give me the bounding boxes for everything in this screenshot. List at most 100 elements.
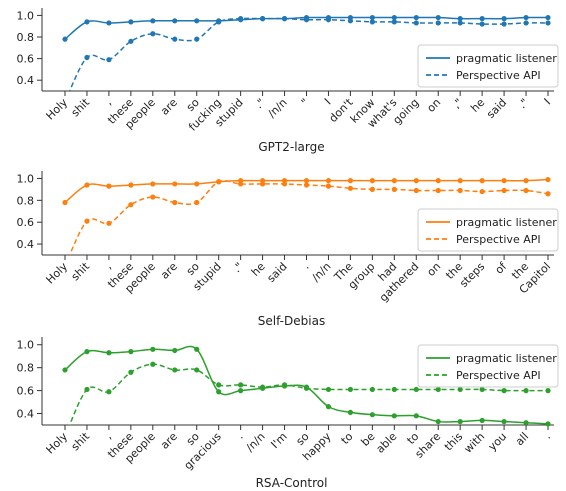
- data-point: [84, 19, 90, 25]
- data-point: [479, 178, 485, 184]
- data-point: [238, 382, 244, 388]
- data-point: [457, 418, 463, 425]
- data-point: [216, 382, 222, 388]
- data-point: [325, 183, 332, 189]
- x-tick-label: /n/n: [243, 430, 267, 454]
- y-tick-label: 0.6: [17, 216, 35, 229]
- y-tick-label: 0.8: [17, 362, 35, 375]
- x-axis-title: GPT2-large: [258, 140, 324, 154]
- x-tick-label: steps: [457, 260, 487, 290]
- data-point: [369, 14, 375, 21]
- x-tick-label: I: [542, 96, 553, 107]
- data-point: [523, 420, 529, 426]
- data-point: [62, 367, 68, 373]
- x-tick-label: on: [424, 260, 443, 279]
- x-tick-label: Holy: [44, 430, 71, 457]
- data-point: [281, 16, 288, 22]
- x-tick-label: .": [231, 260, 246, 275]
- data-point: [369, 178, 375, 184]
- data-point: [259, 384, 266, 390]
- data-point: [413, 187, 419, 194]
- x-tick-label: Holy: [44, 260, 71, 287]
- data-point: [128, 202, 134, 208]
- data-point: [172, 18, 178, 24]
- data-point: [84, 218, 90, 224]
- data-point: [523, 388, 529, 394]
- x-tick-label: this: [442, 430, 466, 454]
- data-point: [457, 187, 463, 194]
- data-point: [150, 346, 156, 352]
- data-point: [128, 349, 134, 355]
- data-point: [545, 388, 551, 394]
- x-tick-label: ,: [102, 430, 114, 442]
- data-point: [216, 19, 222, 25]
- data-point: [523, 20, 529, 26]
- data-point: [347, 185, 354, 191]
- data-point: [172, 181, 178, 187]
- data-point: [194, 36, 200, 42]
- x-tick-label: all: [513, 430, 531, 448]
- data-point: [435, 418, 441, 425]
- x-tick-label: .": [252, 96, 267, 111]
- x-tick-label: /n/n: [265, 96, 289, 120]
- data-point: [238, 181, 244, 187]
- data-point: [347, 18, 354, 24]
- data-point: [435, 187, 441, 194]
- data-point: [325, 386, 332, 393]
- data-point: [545, 14, 551, 21]
- data-point: [128, 182, 134, 188]
- x-tick-label: you: [486, 430, 509, 453]
- x-tick-label: share: [413, 430, 444, 461]
- y-tick-label: 1.0: [17, 339, 35, 352]
- y-tick-label: 1.0: [17, 172, 35, 185]
- data-point: [435, 386, 441, 393]
- data-point: [62, 199, 68, 206]
- data-point: [303, 178, 310, 184]
- x-tick-label: I'm: [268, 430, 289, 451]
- data-point: [391, 178, 397, 184]
- data-point: [216, 179, 222, 185]
- data-point: [128, 369, 134, 375]
- x-tick-label: shit: [69, 95, 93, 119]
- data-point: [194, 346, 200, 352]
- y-tick-label: 0.6: [17, 385, 35, 398]
- y-tick-label: 0.4: [17, 74, 35, 87]
- data-point: [545, 20, 551, 26]
- y-tick-label: 1.0: [17, 9, 35, 22]
- data-point: [501, 187, 507, 194]
- data-point: [545, 421, 551, 427]
- legend-box: [417, 344, 559, 388]
- legend-label: Perspective API: [456, 233, 541, 246]
- data-point: [501, 388, 507, 394]
- data-point: [325, 404, 332, 410]
- x-tick-label: ,: [102, 96, 114, 108]
- data-point: [106, 20, 112, 26]
- data-point: [106, 220, 112, 226]
- x-tick-label: I: [322, 96, 333, 107]
- data-point: [150, 18, 156, 24]
- data-point: [281, 181, 288, 187]
- y-tick-label: 0.4: [17, 238, 35, 251]
- x-tick-label: shit: [69, 429, 93, 453]
- data-point: [523, 14, 529, 21]
- data-point: [194, 181, 200, 187]
- data-point: [479, 417, 485, 424]
- data-point: [106, 350, 112, 356]
- data-point: [413, 413, 419, 419]
- data-point: [194, 199, 200, 206]
- data-point: [413, 386, 419, 393]
- data-point: [391, 14, 397, 21]
- legend-box: [417, 44, 559, 88]
- data-point: [150, 361, 156, 367]
- data-point: [84, 349, 90, 355]
- data-point: [347, 178, 354, 184]
- data-point: [435, 178, 441, 184]
- x-tick-label: .": [516, 96, 531, 111]
- data-point: [216, 389, 222, 395]
- data-point: [391, 386, 397, 393]
- data-point: [457, 178, 463, 184]
- data-point: [391, 413, 397, 419]
- y-tick-label: 0.4: [17, 408, 35, 421]
